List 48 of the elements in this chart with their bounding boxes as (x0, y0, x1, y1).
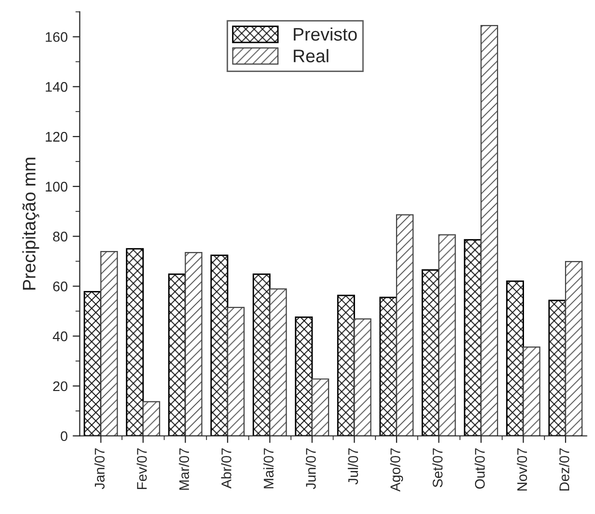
bar (337, 294, 356, 436)
bar (227, 306, 245, 436)
bar (126, 248, 144, 436)
y-tick-label: 0 (60, 431, 68, 442)
bar (269, 288, 287, 436)
bar (210, 254, 228, 436)
legend-label: Real (294, 49, 328, 62)
x-tick-label: Ago/07 (390, 448, 404, 492)
y-tick-label: 80 (53, 232, 68, 242)
x-tick-label: Set/07 (432, 448, 443, 488)
bar (100, 250, 118, 436)
bar (396, 214, 414, 436)
x-tick-label: Dez/07 (559, 448, 570, 491)
bar (142, 401, 160, 436)
x-tick-label: Mar/07 (178, 448, 190, 490)
bar (422, 269, 440, 436)
y-tick-label: 100 (46, 182, 68, 192)
bar (464, 239, 482, 436)
bar (522, 346, 540, 436)
y-tick-label: 160 (46, 32, 68, 42)
bar (312, 378, 330, 436)
legend-label: Previsto (294, 27, 357, 41)
bar (506, 280, 524, 436)
x-tick-label: Jul/07 (348, 448, 358, 485)
bar (480, 24, 498, 436)
y-tick-label: 20 (53, 381, 68, 392)
bar (548, 300, 566, 436)
bar (168, 274, 186, 436)
x-tick-label: Fev/07 (136, 448, 147, 489)
bar (84, 291, 102, 436)
y-tick-label: 40 (52, 331, 68, 342)
bar (354, 318, 372, 436)
bar (564, 260, 583, 436)
bar (379, 296, 398, 436)
x-tick-label: Jun/07 (306, 448, 316, 490)
x-tick-label: Mai/07 (263, 448, 274, 488)
bar (252, 274, 271, 436)
x-tick-label: Out/07 (474, 448, 485, 489)
bar (294, 316, 313, 436)
x-tick-label: Abr/07 (221, 448, 232, 489)
y-tick-label: 140 (46, 82, 68, 92)
y-tick-label: 60 (53, 282, 68, 292)
y-tick-label: 120 (46, 132, 68, 142)
x-tick-label: Nov/07 (516, 448, 528, 491)
bar (184, 252, 202, 436)
x-tick-label: Jan/07 (94, 448, 105, 490)
y-axis-title: Precipitação mm (22, 158, 40, 290)
bar (438, 234, 456, 436)
